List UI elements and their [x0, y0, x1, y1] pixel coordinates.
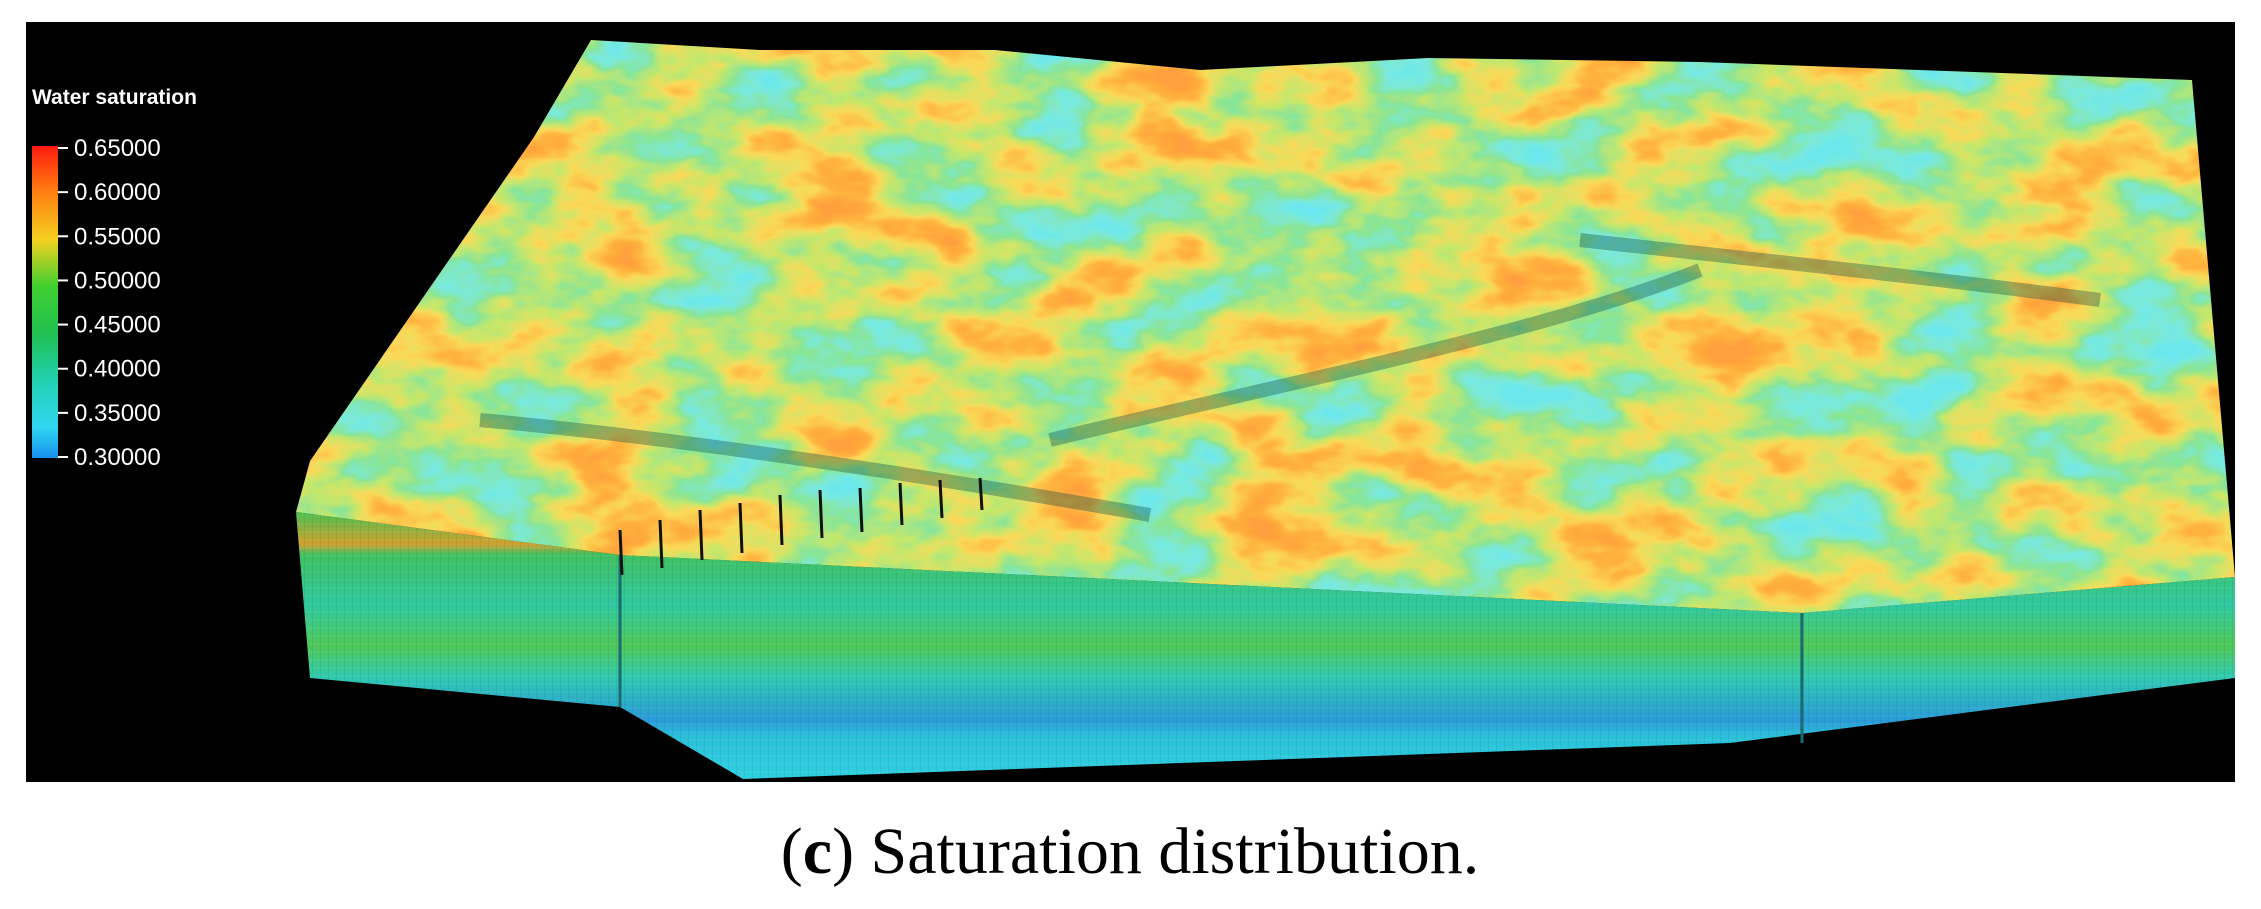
- tick-label: 0.40000: [74, 356, 161, 383]
- caption: (c) Saturation distribution.: [781, 815, 1479, 888]
- tick-label: 0.60000: [74, 179, 161, 206]
- legend-title: Water saturation: [32, 86, 197, 109]
- caption-text: ) Saturation distribution.: [832, 815, 1479, 888]
- terrain-shading: [479, 233, 2101, 522]
- tick-label: 0.35000: [74, 400, 161, 427]
- tick-label: 0.30000: [74, 444, 161, 471]
- tick-label: 0.65000: [74, 135, 161, 162]
- tick-label: 0.45000: [74, 312, 161, 339]
- caption-prefix: (: [781, 815, 803, 888]
- caption-label: c: [803, 815, 832, 888]
- tick-label: 0.50000: [74, 267, 161, 294]
- tick-label: 0.55000: [74, 223, 161, 250]
- fault-pillars: [618, 477, 984, 576]
- model-grid: [296, 512, 2235, 779]
- model-top: [296, 40, 2235, 613]
- color-bar: [32, 146, 58, 458]
- legend-ticks: 0.65000 0.60000 0.55000 0.50000 0.45000 0.400…: [58, 135, 161, 471]
